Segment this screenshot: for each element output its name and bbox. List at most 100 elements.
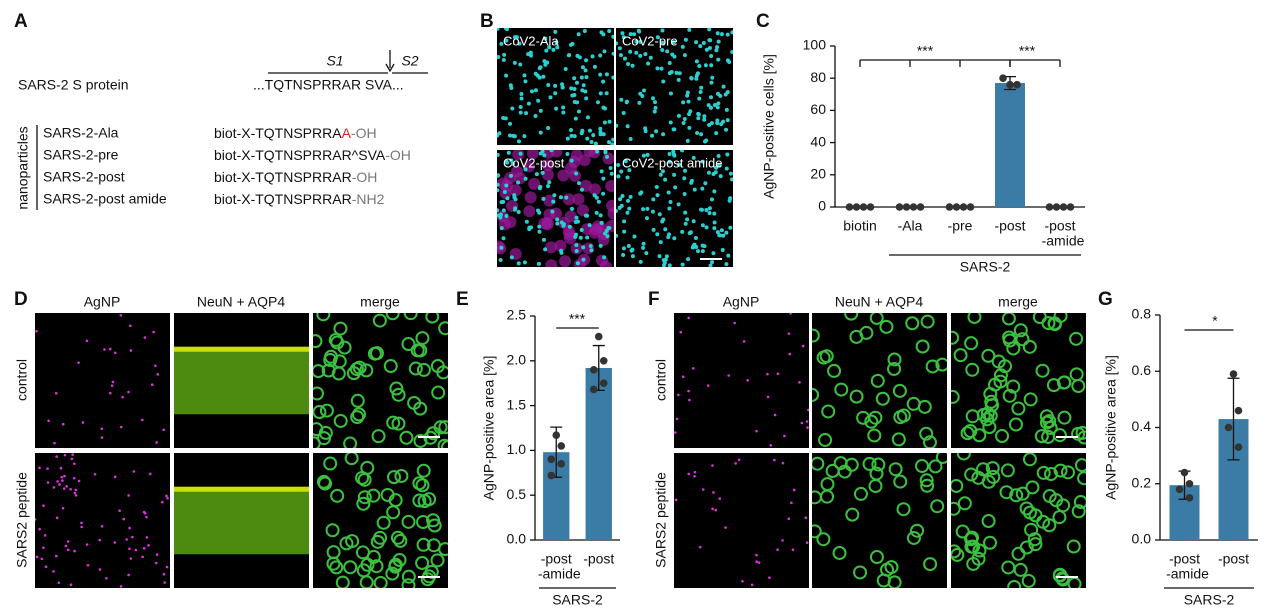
s2-label: S2 [401,53,418,69]
micrograph-texture [616,150,733,267]
cell [964,336,979,351]
cell [728,225,733,230]
cell [43,534,47,537]
cell [324,349,339,364]
cell [504,183,509,188]
cell [589,248,594,253]
cell [567,224,572,229]
cell [607,207,614,220]
cell [689,76,694,81]
cell [626,244,631,249]
cell [98,568,102,571]
cell [323,456,338,471]
cell [583,89,588,94]
cell [709,63,714,68]
cell [653,100,658,105]
cell [598,53,603,58]
cell [724,127,729,132]
cell [604,91,609,96]
error-bar [1227,377,1240,461]
data-point [1180,468,1189,477]
cell [980,412,995,427]
significance-bracket [1009,59,1061,67]
cell [694,59,699,64]
cell [922,435,937,448]
cell [147,544,150,547]
cell [541,196,546,201]
cell [572,76,577,81]
cell [357,490,372,505]
cell [724,230,729,235]
cell [576,204,589,217]
cell [551,47,556,52]
cell [791,548,795,552]
x-tick-label: -amide [538,566,581,582]
cell [584,75,589,80]
cell [713,170,718,175]
cell [497,173,501,178]
cell [768,576,771,579]
data-point [1234,406,1243,415]
cell [864,414,879,429]
cell [554,106,559,111]
image-label: CoV2-post amide [622,155,722,170]
cell [661,258,666,263]
cell [718,174,723,179]
cell [80,525,83,529]
cell [46,481,50,484]
cell [370,534,385,549]
cell [610,142,614,145]
cell [801,344,805,348]
cell [573,116,578,121]
cell [667,232,672,237]
cell [1071,426,1086,441]
tissue-edge [174,346,309,352]
cell [1066,539,1081,554]
micrograph-texture [497,28,614,145]
cell [538,130,543,135]
cell [330,488,345,503]
cell [685,90,690,95]
cell [372,313,387,328]
cell [504,214,509,219]
cell [345,534,360,549]
cell [655,66,660,71]
cell [746,379,749,382]
cell [127,573,130,577]
cell [611,137,614,142]
cell [536,98,541,103]
y-tick-label: 40 [810,133,826,149]
cell [820,477,835,492]
seq-part: -OH [351,125,377,141]
cell [1049,493,1064,508]
cell [316,474,331,489]
cell [1077,471,1086,486]
cell [35,555,39,559]
cell [659,66,664,71]
cell [691,155,696,160]
cell [512,134,517,139]
cell [1055,571,1070,586]
cell [592,193,597,198]
cell [672,153,677,158]
cell [590,54,595,59]
cell [579,227,584,232]
cell [497,28,500,31]
y-tick-label: 0.4 [1132,418,1152,434]
cell [507,121,512,126]
cell [529,53,534,58]
cell [623,159,628,164]
cell [121,395,124,399]
cell [676,77,681,82]
cell [1052,568,1067,583]
y-tick-label: 1.5 [507,396,527,412]
cell [605,154,610,159]
cell [702,114,707,119]
cell [667,206,672,211]
cell [818,432,833,447]
cell [415,331,430,346]
cell [711,251,716,256]
cell [134,548,138,552]
cell [587,223,592,228]
